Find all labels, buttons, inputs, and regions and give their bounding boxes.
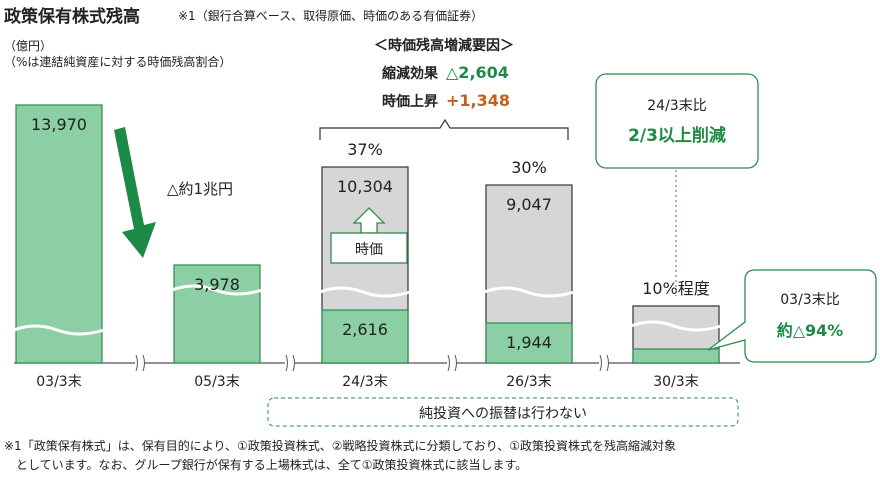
bottom-note-box	[267, 397, 739, 427]
cost-label: 1,944	[506, 333, 552, 352]
unit-label: （億円）	[4, 39, 52, 53]
callout-2003-line1: 03/3末比	[780, 292, 839, 308]
factor-brace	[319, 118, 569, 140]
axis-break-wave	[483, 286, 575, 298]
break-mark	[447, 354, 450, 372]
factors-header: ＜時価残高増減要因＞	[374, 37, 514, 54]
bars-group: 03/3末 13,970 05/3末 3,978 24/3末 10,304 2,616 37%…	[13, 104, 722, 390]
title-note: ※1（銀行合算ベース、取得原価、時価のある有価証券）	[178, 8, 483, 23]
chart-title: 政策保有株式残高	[4, 6, 140, 27]
reduction-value: △2,604	[446, 63, 509, 82]
axis-break-wave	[171, 284, 263, 296]
callout-2003-box	[707, 269, 877, 363]
market-value-callout: 時価	[330, 207, 408, 264]
break-mark	[135, 354, 138, 372]
footnote-line1: ※1「政策保有株式」は、保有目的により、①政策投資株式、②戦略投資株式に分類して…	[4, 438, 676, 453]
market-label: 時価	[355, 242, 383, 258]
bottom-note: 純投資への振替は行わない	[419, 406, 587, 422]
decrease-label: △約1兆円	[167, 180, 233, 198]
unit-note: （%は連結純資産に対する時価残高割合）	[4, 54, 231, 69]
percent-label: 10%程度	[642, 279, 710, 298]
break-mark	[142, 354, 145, 372]
baseline-gap	[599, 355, 609, 371]
cost-label: 2,616	[342, 320, 388, 339]
decrease-arrow	[114, 127, 156, 258]
percent-label: 30%	[511, 158, 547, 177]
axis-break-wave	[13, 324, 105, 336]
break-mark	[292, 354, 295, 372]
callout-2024-line2: 2/3以上削減	[628, 125, 726, 146]
axis-break-wave	[630, 320, 722, 332]
baseline-gap	[447, 355, 457, 371]
value-label: 10,304	[337, 177, 393, 196]
reduction-label: 縮減効果	[382, 65, 439, 82]
rise-label: 時価上昇	[382, 93, 438, 110]
value-label: 13,970	[31, 115, 87, 134]
value-label: 9,047	[506, 195, 552, 214]
x-tick-label: 26/3末	[506, 374, 551, 390]
bar-cost	[15, 104, 103, 364]
bar-cost	[485, 322, 573, 364]
x-tick-label: 03/3末	[36, 374, 81, 390]
callout-2003-line2: 約△94%	[777, 321, 844, 340]
baseline-gap	[285, 355, 295, 371]
axis-break-wave	[319, 286, 411, 298]
rise-value: +1,348	[446, 91, 510, 110]
baseline-gap	[135, 355, 145, 371]
bar-cost	[321, 309, 409, 364]
value-label: 3,978	[194, 275, 240, 294]
footnote-line2: としています。なお、グループ銀行が保有する上場株式は、全て①政策投資株式に該当し…	[4, 457, 527, 472]
bar-cost	[173, 264, 261, 364]
x-tick-label: 05/3末	[194, 374, 239, 390]
x-tick-label: 24/3末	[342, 374, 387, 390]
break-mark	[606, 354, 609, 372]
x-tick-label: 30/3末	[653, 374, 698, 390]
break-mark	[285, 354, 288, 372]
percent-label: 37%	[347, 140, 383, 159]
break-mark	[454, 354, 457, 372]
break-mark	[599, 354, 602, 372]
callout-2024-line1: 24/3末比	[647, 98, 706, 114]
bar-cost	[632, 348, 720, 364]
callout-2024-box	[595, 73, 759, 169]
